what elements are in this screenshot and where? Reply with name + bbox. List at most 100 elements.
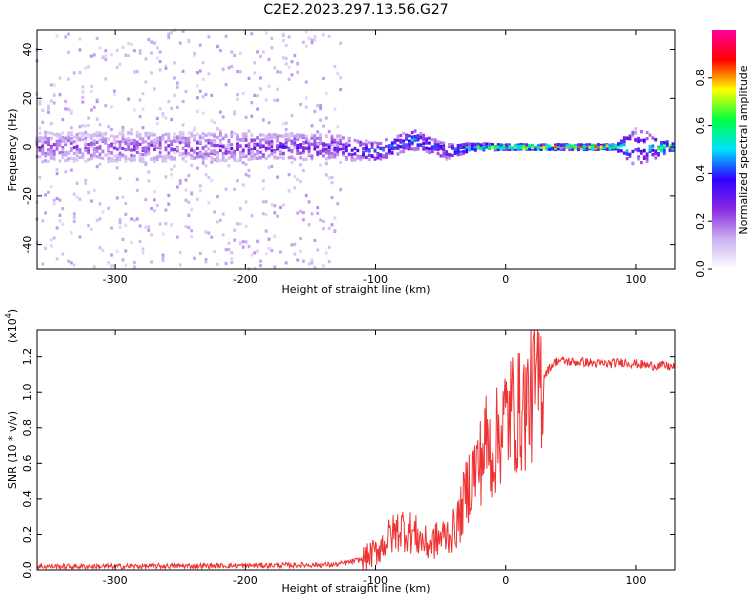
heatmap-cell (359, 154, 363, 159)
heatmap-cell (218, 138, 222, 142)
heatmap-cell (187, 200, 191, 204)
heatmap-cell (284, 138, 288, 142)
heatmap-cell (150, 260, 153, 264)
heatmap-cell (654, 156, 658, 160)
heatmap-cell (376, 153, 380, 157)
snr-y-ticks: 0.00.20.40.60.81.01.2 (21, 348, 675, 579)
heatmap-cell (296, 177, 300, 182)
heatmap-cell (287, 146, 291, 150)
heatmap-cell (216, 262, 219, 266)
heatmap-cell (287, 65, 291, 70)
heatmap-cell (196, 84, 199, 88)
heatmap-cell (365, 148, 368, 153)
heatmap-cell (662, 148, 666, 152)
heatmap-cell (642, 156, 646, 160)
heatmap-cell (270, 144, 274, 149)
heatmap-cell (144, 149, 148, 153)
heatmap-cell (385, 138, 388, 142)
heatmap-cell (513, 145, 517, 149)
heatmap-cell (233, 187, 237, 191)
heatmap-cell (218, 110, 222, 114)
heatmap-cell (236, 147, 239, 151)
heatmap-cell (339, 138, 343, 142)
heatmap-cell (330, 151, 334, 155)
heatmap-cell (198, 152, 202, 156)
heatmap-cell (158, 222, 162, 226)
heatmap-cell (213, 134, 216, 138)
y-tick-label: 0.6 (21, 455, 34, 473)
heatmap-cell (201, 132, 205, 136)
heatmap-cell (218, 158, 222, 163)
heatmap-cell (47, 141, 50, 145)
heatmap-cell (556, 143, 560, 147)
heatmap-cell (301, 259, 305, 263)
heatmap-cell (373, 141, 377, 145)
heatmap-cell (256, 152, 259, 156)
heatmap-cell (218, 133, 222, 137)
heatmap-cell (333, 64, 337, 69)
heatmap-cell (121, 45, 125, 49)
heatmap-cell (270, 46, 274, 50)
heatmap-cell (310, 212, 314, 216)
heatmap-cell (657, 153, 660, 157)
heatmap-cell (316, 104, 320, 108)
heatmap-cell (622, 151, 626, 155)
heatmap-cell (253, 138, 257, 142)
heatmap-cell (138, 48, 142, 53)
heatmap-cell (304, 157, 308, 161)
heatmap-cell (190, 163, 194, 167)
colorbar-tick-label: 0.0 (694, 260, 707, 278)
heatmap-cell (190, 229, 194, 233)
heatmap-cell (47, 131, 50, 135)
heatmap-cell (201, 136, 205, 140)
heatmap-cell (244, 138, 248, 142)
heatmap-cell (238, 207, 242, 211)
heatmap-cell (170, 173, 174, 177)
heatmap-cell (327, 260, 331, 264)
heatmap-cell (488, 142, 491, 146)
heatmap-cell (665, 142, 669, 146)
heatmap-cell (107, 137, 111, 141)
heatmap-cell (92, 105, 96, 109)
heatmap-cell (562, 143, 566, 147)
heatmap-cell (264, 252, 268, 256)
heatmap-cell (433, 140, 437, 144)
heatmap-cell (121, 258, 125, 262)
heatmap-cell (634, 131, 638, 135)
heatmap-cell (276, 147, 280, 151)
heatmap-cell (307, 150, 311, 154)
heatmap-cell (173, 148, 176, 152)
heatmap-cell (307, 36, 311, 40)
heatmap-cell (324, 173, 328, 177)
heatmap-cell (273, 135, 277, 140)
heatmap-cell (49, 152, 53, 157)
heatmap-cell (221, 137, 225, 141)
heatmap-cell (98, 131, 102, 135)
heatmap-cell (72, 263, 76, 267)
heatmap-cell (210, 235, 214, 239)
heatmap-cell (201, 157, 205, 162)
heatmap-cell (167, 193, 171, 198)
heatmap-cell (107, 125, 111, 129)
heatmap-cell (236, 142, 239, 146)
heatmap-cell (353, 146, 357, 151)
heatmap-cell (69, 148, 73, 153)
heatmap-cell (301, 133, 305, 138)
heatmap-cell (316, 136, 320, 140)
heatmap-cell (150, 233, 153, 237)
heatmap-cell (61, 146, 65, 150)
heatmap-cell (267, 133, 271, 137)
heatmap-cell (58, 219, 62, 223)
heatmap-cell (230, 257, 234, 261)
heatmap-cell (448, 143, 451, 147)
heatmap-cell (654, 152, 658, 156)
heatmap-cell (284, 56, 288, 61)
heatmap-cell (196, 197, 199, 201)
heatmap-cell (250, 114, 254, 118)
heatmap-cell (264, 98, 268, 102)
heatmap-cell (281, 143, 285, 147)
heatmap-cell (319, 134, 322, 138)
heatmap-cell (619, 139, 623, 143)
heatmap-cell (135, 142, 139, 146)
heatmap-cell (144, 140, 148, 144)
